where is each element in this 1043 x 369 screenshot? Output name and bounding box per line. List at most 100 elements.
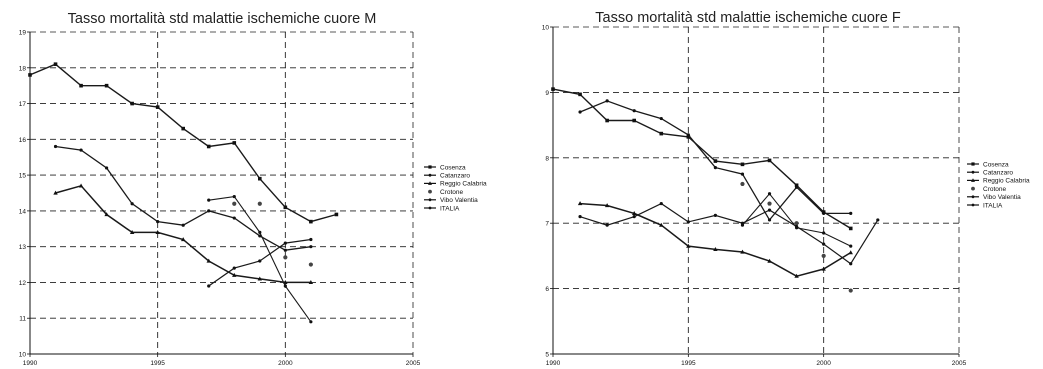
legend-marker bbox=[971, 195, 975, 199]
legend-marker bbox=[971, 186, 975, 191]
legend-marker bbox=[428, 198, 432, 202]
data-point bbox=[232, 194, 236, 199]
data-point bbox=[794, 221, 799, 226]
data-point bbox=[155, 229, 160, 234]
data-point bbox=[794, 273, 799, 278]
data-point bbox=[605, 223, 609, 227]
data-point bbox=[632, 210, 637, 215]
data-point bbox=[130, 202, 134, 206]
data-point bbox=[686, 133, 690, 137]
data-point bbox=[767, 158, 772, 163]
data-point bbox=[28, 73, 32, 77]
data-point bbox=[232, 266, 236, 270]
chart-female: Tasso mortalità std malattie ischemiche … bbox=[522, 0, 1043, 369]
data-point bbox=[79, 148, 83, 152]
data-point bbox=[181, 126, 185, 131]
data-point bbox=[821, 253, 826, 258]
legend-label: ITALIA bbox=[983, 202, 1003, 209]
data-point bbox=[659, 222, 664, 227]
data-point bbox=[207, 284, 211, 288]
data-point bbox=[659, 201, 663, 206]
series-reggio-calabria bbox=[577, 201, 853, 278]
data-point bbox=[822, 242, 826, 246]
y-tick-label: 5 bbox=[545, 352, 549, 359]
series-line-cosenza bbox=[29, 63, 337, 223]
data-point bbox=[848, 250, 853, 255]
data-point bbox=[686, 135, 691, 139]
legend-marker bbox=[428, 165, 432, 169]
data-point bbox=[578, 110, 582, 114]
legend-label: Reggio Calabria bbox=[440, 181, 487, 188]
y-tick-label: 14 bbox=[19, 208, 27, 215]
data-point bbox=[53, 144, 58, 149]
data-point bbox=[232, 272, 237, 277]
data-point bbox=[283, 248, 287, 252]
series-vibo-valentia bbox=[207, 194, 313, 324]
legend-marker bbox=[428, 173, 432, 177]
series-line-italia bbox=[579, 202, 879, 265]
data-point bbox=[258, 230, 262, 234]
x-tick-label: 2005 bbox=[952, 360, 967, 367]
data-point bbox=[578, 92, 582, 97]
y-tick-label: 12 bbox=[19, 280, 27, 287]
data-point bbox=[78, 183, 84, 188]
data-point bbox=[104, 212, 109, 217]
legend-marker bbox=[428, 181, 432, 185]
data-point bbox=[232, 141, 237, 145]
data-point bbox=[632, 215, 636, 219]
series-line-catanzaro bbox=[55, 145, 311, 251]
legend-label: Cosenza bbox=[440, 164, 466, 171]
data-point bbox=[309, 237, 313, 242]
y-tick-label: 7 bbox=[545, 221, 549, 228]
data-point bbox=[155, 105, 160, 109]
x-tick-label: 1990 bbox=[23, 360, 38, 367]
x-tick-label: 2000 bbox=[816, 360, 831, 367]
legend-marker bbox=[971, 170, 975, 174]
y-tick-label: 18 bbox=[19, 65, 27, 72]
series-crotone bbox=[740, 181, 853, 293]
data-point bbox=[822, 231, 826, 235]
data-point bbox=[740, 249, 745, 254]
data-point bbox=[206, 258, 211, 263]
y-tick-label: 11 bbox=[19, 316, 26, 323]
data-point bbox=[849, 262, 853, 266]
data-point bbox=[283, 284, 287, 288]
data-point bbox=[309, 320, 313, 324]
data-point bbox=[767, 201, 772, 206]
series-cosenza bbox=[551, 87, 853, 231]
legend-label: Cosenza bbox=[983, 161, 1009, 168]
data-point bbox=[309, 245, 313, 249]
data-point bbox=[181, 223, 185, 227]
data-point bbox=[659, 116, 663, 121]
y-tick-label: 17 bbox=[19, 101, 27, 108]
data-point bbox=[258, 259, 262, 263]
series-crotone bbox=[232, 201, 313, 267]
data-point bbox=[578, 215, 582, 219]
legend-marker bbox=[428, 206, 432, 210]
data-point bbox=[821, 266, 826, 271]
data-point bbox=[605, 99, 609, 103]
data-point bbox=[740, 162, 745, 167]
data-point bbox=[740, 221, 745, 225]
data-point bbox=[283, 205, 288, 210]
data-point bbox=[632, 109, 636, 113]
data-point bbox=[257, 201, 262, 206]
data-point bbox=[604, 203, 610, 208]
data-point bbox=[605, 118, 609, 123]
data-point bbox=[767, 208, 772, 212]
data-point bbox=[53, 190, 58, 195]
y-tick-label: 10 bbox=[542, 25, 550, 32]
legend-label: Catanzaro bbox=[440, 173, 470, 180]
data-point bbox=[104, 83, 109, 88]
data-point bbox=[551, 87, 555, 91]
data-point bbox=[206, 144, 211, 149]
legend-label: Crotone bbox=[983, 186, 1007, 193]
chart-male-svg: Tasso mortalità std malattie ischemiche … bbox=[19, 11, 487, 367]
legend-label: Catanzaro bbox=[983, 170, 1013, 177]
chart-female-svg: Tasso mortalità std malattie ischemiche … bbox=[542, 10, 1030, 367]
series-catanzaro bbox=[53, 144, 313, 252]
data-point bbox=[308, 280, 314, 285]
legend-marker bbox=[971, 178, 975, 182]
data-point bbox=[713, 246, 718, 251]
data-point bbox=[740, 172, 745, 176]
